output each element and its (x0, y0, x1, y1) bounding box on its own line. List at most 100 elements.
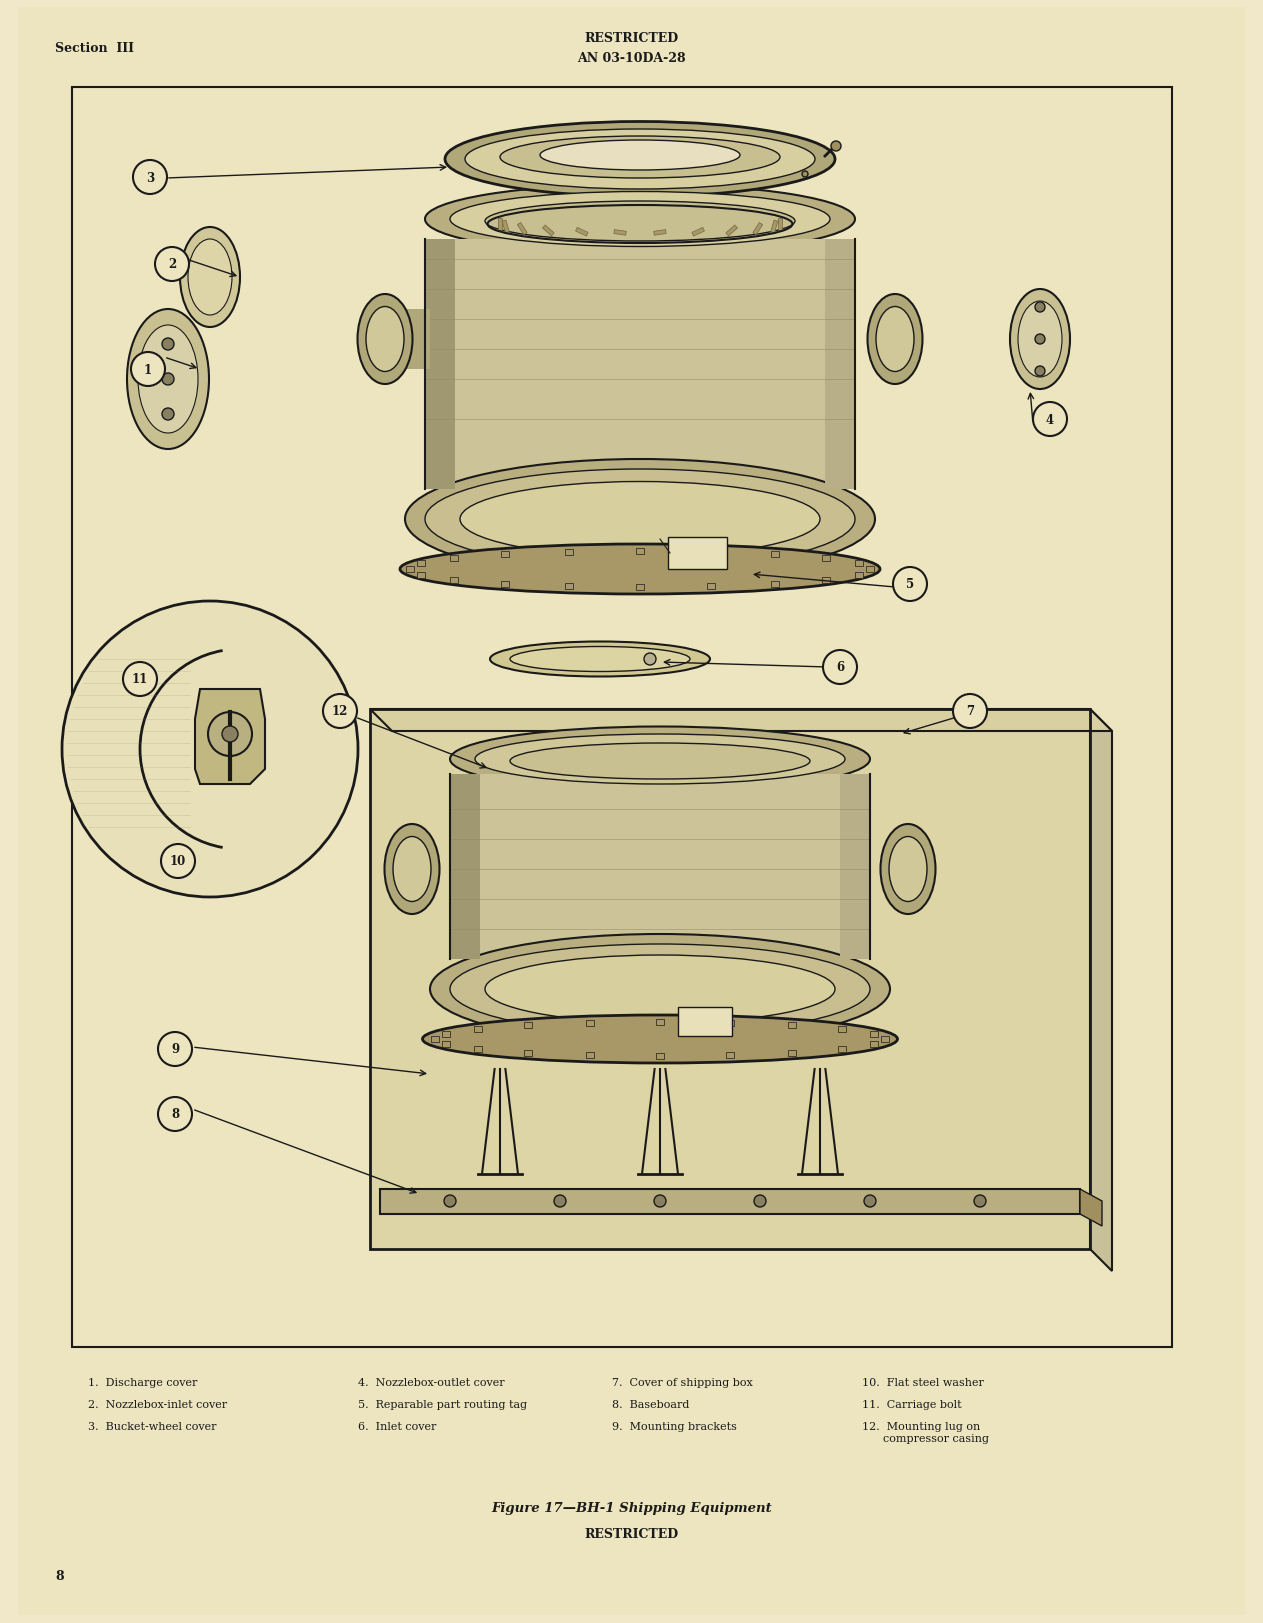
Text: 3.  Bucket-wheel cover: 3. Bucket-wheel cover (88, 1422, 216, 1431)
Ellipse shape (1010, 291, 1070, 390)
Text: 7: 7 (966, 704, 974, 717)
Text: RESTRICTED: RESTRICTED (585, 1527, 678, 1540)
Text: 4.  Nozzlebox-outlet cover: 4. Nozzlebox-outlet cover (357, 1378, 505, 1388)
Ellipse shape (426, 469, 855, 570)
Text: 2: 2 (168, 258, 176, 271)
Circle shape (754, 1195, 765, 1208)
Circle shape (864, 1195, 877, 1208)
Circle shape (208, 712, 253, 756)
Bar (431, 1037, 440, 1042)
Ellipse shape (423, 1016, 898, 1063)
Text: 12: 12 (332, 704, 349, 717)
Bar (442, 1031, 450, 1037)
Bar (870, 1031, 878, 1037)
Ellipse shape (188, 240, 232, 316)
Circle shape (222, 727, 237, 743)
Ellipse shape (450, 727, 870, 792)
Ellipse shape (450, 193, 830, 247)
Text: AN 03-10DA-28: AN 03-10DA-28 (577, 52, 686, 65)
Ellipse shape (510, 743, 810, 779)
Ellipse shape (868, 295, 922, 385)
Text: 11.  Carriage bolt: 11. Carriage bolt (863, 1399, 961, 1409)
Bar (655, 1053, 664, 1060)
Bar (882, 1037, 889, 1042)
Text: 5.  Reparable part routing tag: 5. Reparable part routing tag (357, 1399, 527, 1409)
Bar (770, 221, 778, 234)
Circle shape (1034, 304, 1045, 313)
Bar (839, 1026, 846, 1032)
Circle shape (445, 1195, 456, 1208)
Ellipse shape (490, 643, 710, 677)
Bar (474, 1026, 482, 1032)
Text: Section  III: Section III (56, 42, 134, 55)
Circle shape (954, 695, 986, 729)
Bar (370, 709, 1090, 1250)
Ellipse shape (128, 310, 208, 450)
Ellipse shape (138, 326, 198, 433)
Circle shape (1033, 403, 1067, 437)
Ellipse shape (877, 307, 914, 372)
Bar (370, 709, 1090, 1250)
Text: 8.  Baseboard: 8. Baseboard (613, 1399, 690, 1409)
Bar (417, 573, 426, 578)
Bar (778, 219, 782, 230)
Ellipse shape (465, 130, 815, 190)
Bar (654, 230, 666, 235)
Text: 6: 6 (836, 661, 844, 674)
Bar (501, 581, 509, 588)
Bar (822, 557, 830, 562)
Bar (405, 566, 414, 573)
Ellipse shape (475, 735, 845, 784)
Circle shape (823, 651, 858, 685)
Circle shape (162, 373, 174, 386)
Polygon shape (370, 709, 1111, 732)
Bar (866, 566, 874, 573)
Bar (726, 226, 738, 237)
Ellipse shape (500, 136, 781, 179)
Circle shape (974, 1195, 986, 1208)
Bar (870, 1042, 878, 1047)
Bar (707, 550, 715, 555)
Polygon shape (840, 774, 870, 959)
Polygon shape (825, 240, 855, 490)
Bar (72, 88, 1172, 1347)
Bar (450, 578, 458, 583)
Ellipse shape (460, 482, 820, 557)
Circle shape (654, 1195, 666, 1208)
Bar (450, 557, 458, 562)
Bar (474, 1047, 482, 1052)
Circle shape (162, 409, 174, 420)
Circle shape (323, 695, 357, 729)
Ellipse shape (880, 824, 936, 914)
Text: 9.  Mounting brackets: 9. Mounting brackets (613, 1422, 736, 1431)
Text: 1: 1 (144, 364, 152, 377)
Ellipse shape (405, 459, 875, 579)
Ellipse shape (889, 837, 927, 902)
Circle shape (554, 1195, 566, 1208)
Bar (426, 240, 855, 490)
Text: 11: 11 (131, 674, 148, 687)
Ellipse shape (510, 648, 690, 672)
Bar (501, 552, 509, 558)
Text: Figure 17—BH-1 Shipping Equipment: Figure 17—BH-1 Shipping Equipment (491, 1501, 772, 1514)
Ellipse shape (1018, 302, 1062, 378)
Bar (380, 310, 429, 370)
Bar (576, 229, 589, 237)
Bar (707, 584, 715, 589)
Circle shape (158, 1097, 192, 1131)
Bar (524, 1022, 532, 1029)
Ellipse shape (445, 122, 835, 198)
Bar (586, 1021, 595, 1026)
Text: 12.  Mounting lug on
      compressor casing: 12. Mounting lug on compressor casing (863, 1422, 989, 1443)
Ellipse shape (400, 545, 880, 594)
Bar (380, 1190, 1080, 1214)
Bar (637, 584, 644, 591)
Bar (772, 552, 779, 558)
Bar (565, 584, 573, 589)
Ellipse shape (366, 307, 404, 372)
Text: 8: 8 (171, 1109, 179, 1121)
Circle shape (1034, 367, 1045, 377)
Circle shape (644, 654, 655, 665)
Bar (543, 226, 554, 237)
Bar (498, 219, 501, 230)
